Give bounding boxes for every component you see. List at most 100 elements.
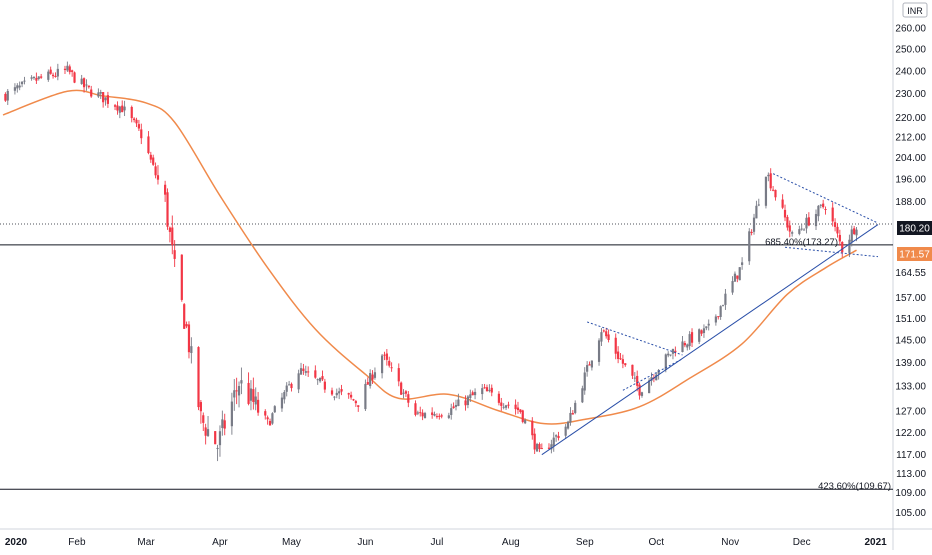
candle — [698, 328, 701, 345]
candle — [750, 229, 753, 236]
y-axis[interactable]: INR 260.00 250.00 240.00 230.00 220.00 212.00… — [895, 2, 928, 519]
candle — [786, 214, 789, 231]
y-tick-label: 196.00 — [895, 175, 926, 186]
candle — [264, 409, 267, 420]
candle — [404, 390, 408, 397]
candle — [791, 230, 794, 237]
candle — [433, 411, 436, 417]
candle — [769, 168, 772, 191]
x-tick-label: 2021 — [864, 537, 887, 548]
candle — [771, 185, 775, 192]
candle — [457, 393, 460, 407]
sep-lower — [622, 358, 683, 391]
candle — [283, 390, 286, 404]
candle — [254, 387, 257, 411]
candle — [202, 412, 205, 431]
candle — [419, 406, 422, 417]
candle — [833, 218, 837, 232]
candle — [741, 257, 744, 270]
candle — [230, 392, 233, 435]
candle — [602, 329, 605, 333]
candle — [686, 343, 689, 351]
candle — [354, 399, 357, 407]
candle — [674, 346, 677, 357]
rising-trendline — [541, 224, 879, 456]
ma-price-badge — [897, 247, 932, 261]
candle — [600, 327, 603, 347]
candle — [16, 83, 19, 93]
candle — [51, 72, 55, 79]
y-tick-label: 151.00 — [895, 314, 926, 325]
candle — [271, 412, 274, 425]
candle — [569, 407, 572, 426]
candle — [707, 319, 710, 331]
candle — [736, 275, 739, 283]
candle — [97, 88, 100, 98]
candle — [471, 390, 474, 396]
candle — [597, 338, 601, 366]
candle — [431, 407, 434, 419]
candle — [621, 354, 624, 369]
candle — [340, 384, 343, 396]
candle — [724, 288, 727, 310]
candle — [688, 331, 691, 350]
candle — [147, 131, 150, 155]
candle — [555, 434, 558, 442]
candle — [507, 401, 510, 409]
candle — [681, 335, 684, 353]
candle — [164, 180, 167, 202]
x-tick-label: Mar — [137, 537, 155, 548]
y-tick-label: 109.00 — [895, 488, 926, 499]
candle — [380, 354, 384, 379]
candle — [237, 381, 241, 408]
fib-685-label: 685.40%(173.27) — [765, 237, 838, 248]
candle — [104, 97, 107, 106]
candle — [366, 377, 369, 385]
y-tick-label: 188.00 — [895, 197, 926, 208]
candle — [369, 369, 372, 389]
candle — [47, 69, 50, 82]
candle — [273, 405, 276, 413]
candle — [35, 72, 38, 84]
y-tick-label: 220.00 — [895, 113, 926, 124]
candle — [733, 271, 737, 282]
x-tick-label: Jul — [431, 537, 444, 548]
candle — [423, 411, 427, 419]
candle — [550, 439, 553, 454]
candle — [252, 377, 255, 410]
candle — [49, 66, 52, 75]
candle — [123, 100, 126, 117]
candle — [316, 378, 319, 385]
candle — [185, 321, 188, 329]
x-tick-label: Sep — [576, 537, 594, 548]
candle — [204, 423, 207, 445]
trendlines-layer — [541, 173, 879, 456]
candle — [23, 76, 26, 85]
candle — [168, 226, 171, 243]
candle — [85, 79, 88, 91]
candle — [767, 172, 770, 182]
candle — [102, 92, 105, 108]
candle — [748, 228, 751, 265]
candle — [364, 379, 367, 411]
candle — [187, 321, 191, 359]
candle — [280, 392, 284, 412]
candle — [781, 194, 784, 210]
x-axis[interactable]: 2020 Feb Mar Apr May Jun Jul Aug Sep Oct Nov Dec 202… — [5, 537, 887, 548]
candle — [552, 432, 555, 452]
y-tick-label: 127.00 — [895, 406, 926, 417]
candle — [755, 200, 758, 219]
candle — [583, 367, 586, 395]
candle — [454, 399, 458, 411]
candle — [4, 92, 7, 102]
currency-badge[interactable]: INR — [902, 2, 928, 18]
candle — [18, 81, 21, 91]
candle — [352, 398, 355, 401]
candle — [373, 367, 377, 380]
candle — [32, 76, 36, 80]
candle — [99, 89, 102, 99]
candle — [671, 348, 675, 360]
y-tick-label: 117.00 — [896, 450, 926, 461]
triangle-upper — [772, 173, 879, 224]
